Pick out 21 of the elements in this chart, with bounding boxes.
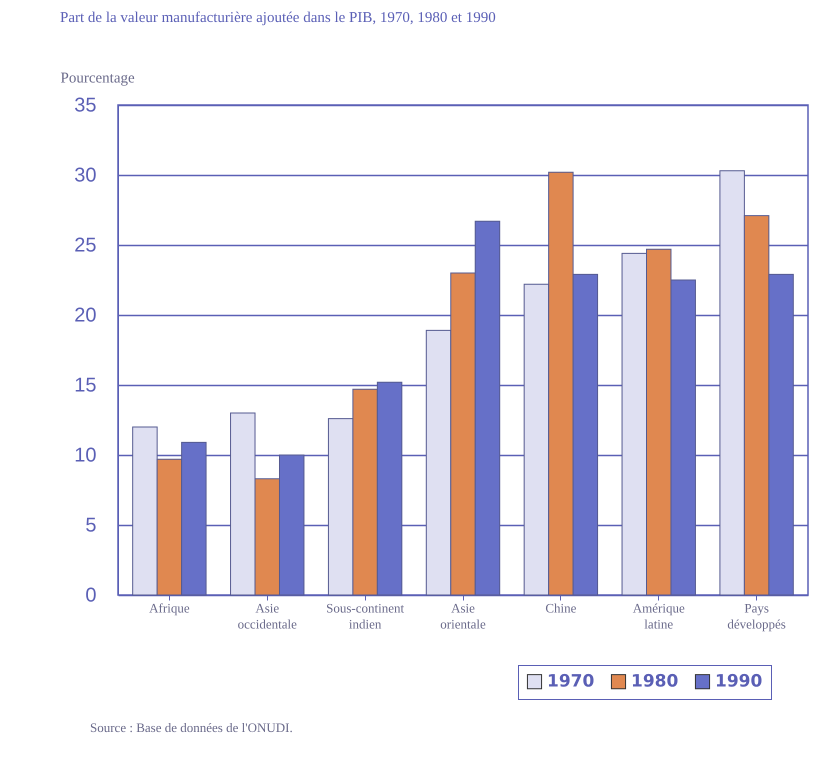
chart-title: Part de la valeur manufacturière ajoutée dans le PIB, 1970, 1980 et 1990 [60,10,496,26]
x-tick-label: Chine [545,600,577,616]
x-tick-label: Sous-continent indien [326,600,405,632]
x-tick-label: Pays développés [727,600,786,632]
y-tick-label: 30 [74,164,96,186]
x-tick-label: Asie orientale [440,600,486,632]
y-tick-label: 0 [85,584,96,606]
x-tick-label: Asie occidentale [238,600,298,632]
y-tick-label: 5 [85,514,96,536]
source-note: Source : Base de données de l'ONUDI. [90,720,293,736]
legend-label: 1990 [715,672,762,692]
y-tick-label: 20 [74,304,96,326]
legend-label: 1980 [631,672,678,692]
y-tick-label: 25 [74,234,96,256]
y-tick-label: 15 [74,374,96,396]
x-tick-label: Amérique latine [632,600,685,632]
legend-label: 1970 [547,672,594,692]
y-tick-label: 35 [74,94,96,116]
y-tick-label: 10 [74,444,96,466]
y-axis-title: Pourcentage [60,70,135,86]
x-tick-label: Afrique [149,600,190,616]
